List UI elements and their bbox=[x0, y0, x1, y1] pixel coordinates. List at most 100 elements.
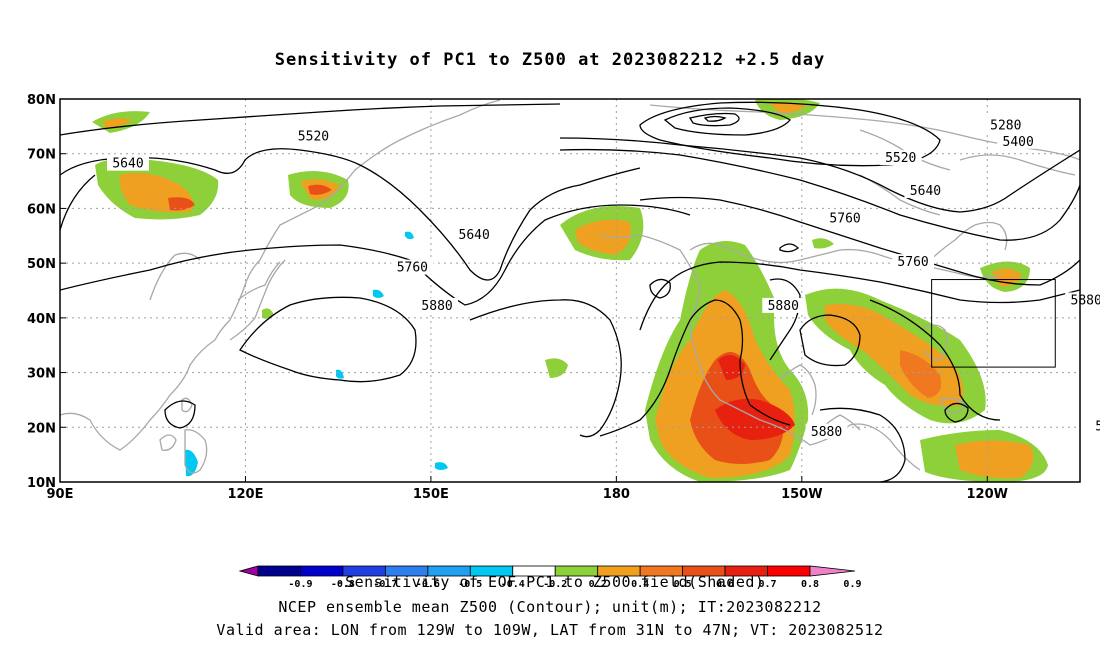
colorbar-tick-label: -0.9 bbox=[288, 579, 312, 590]
contour-label: 5760 bbox=[892, 254, 935, 270]
y-tick-label: 80N bbox=[27, 93, 56, 108]
contour-label: 5640 bbox=[904, 183, 947, 199]
contour-5640-upper bbox=[60, 174, 96, 231]
contour-5880-west bbox=[239, 296, 417, 383]
contour-label: 5760 bbox=[391, 259, 434, 276]
y-tick-label: 40N bbox=[27, 312, 56, 327]
contour-5880-high bbox=[799, 314, 861, 367]
colorbar-tick-label: 0.9 bbox=[843, 579, 861, 590]
contour-label-text: 5880 bbox=[421, 299, 452, 314]
contour-label-bg bbox=[805, 423, 848, 439]
shade-redorange bbox=[900, 350, 942, 398]
contour-5880-far-east bbox=[869, 299, 1001, 421]
y-tick-label: 50N bbox=[27, 257, 56, 272]
contour-label-text: 5400 bbox=[1003, 135, 1034, 150]
contour-label-text: 5880 bbox=[768, 299, 799, 314]
colorbar-tick-label: 0.6 bbox=[716, 579, 734, 590]
contour-label-bg bbox=[904, 183, 947, 199]
x-axis-ticks: 90E120E150E180150W120W90W60W bbox=[47, 476, 1008, 502]
y-tick-label: 10N bbox=[27, 476, 56, 491]
colorbar-tick-label: 0.5 bbox=[674, 579, 692, 590]
contour-label-bg bbox=[453, 226, 496, 242]
contour-label: 5520 bbox=[879, 150, 922, 166]
contour-labels: 5520 5640 5640 5760 5880 5280 5400 5520 5640 5760… bbox=[107, 117, 1100, 440]
colorbar-tick-label: -0.4 bbox=[501, 579, 525, 590]
contour-label-bg bbox=[997, 133, 1040, 149]
contour-label-text: 5760 bbox=[829, 211, 860, 226]
contour-label-bg bbox=[762, 297, 805, 313]
contour-5880-se bbox=[819, 407, 906, 482]
contour-label: 5400 bbox=[997, 133, 1040, 150]
contour-label-text: 5520 bbox=[885, 151, 916, 166]
shade-green bbox=[812, 238, 834, 249]
contour-label-text: 5760 bbox=[897, 255, 928, 270]
contour-low-4 bbox=[703, 115, 727, 122]
contour-label-bg bbox=[107, 155, 149, 171]
y-tick-label: 30N bbox=[27, 367, 56, 382]
contour-label-bg bbox=[416, 297, 459, 313]
z500-contours bbox=[60, 101, 1080, 482]
colorbar-tick-label: -0.8 bbox=[331, 579, 355, 590]
grid-lines bbox=[60, 99, 1080, 482]
shade-green bbox=[545, 358, 568, 378]
contour-label: 5880 bbox=[762, 297, 805, 314]
colorbar-tick-label: 0.7 bbox=[759, 579, 777, 590]
shade-red bbox=[168, 197, 195, 211]
contour-label: 5280 bbox=[984, 117, 1027, 133]
contour-low-3 bbox=[688, 112, 740, 127]
colorbar-tick-label: -0.6 bbox=[416, 579, 440, 590]
shade-cyan bbox=[336, 369, 344, 379]
y-tick-label: 70N bbox=[27, 148, 56, 163]
contour-closed-small-3 bbox=[944, 402, 969, 423]
contour-label-bg bbox=[892, 254, 935, 270]
contour-5760-ridge bbox=[639, 261, 1080, 331]
contour-5880-main bbox=[469, 299, 622, 438]
colorbar-high-triangle bbox=[809, 565, 856, 577]
contour-label: 5880 bbox=[1065, 292, 1100, 308]
colorbar-tick-label: 0.8 bbox=[801, 579, 819, 590]
contour-5400-ridge bbox=[559, 137, 1080, 213]
x-tick-label: 120W bbox=[967, 487, 1008, 502]
contour-closed-small-4 bbox=[164, 400, 196, 429]
colorbar-caption: -Sensitivity of EOF PC1 to Z500 field(Sh… bbox=[335, 573, 765, 591]
contour-label: 5520 bbox=[292, 128, 335, 144]
colorbar: -0.9 -0.8 -0.7 -0.6 -0.5 -0.4 -0.2 0.2 0.4 0.5 0.6… bbox=[238, 565, 861, 590]
y-axis-ticks: 10N 20N 30N 40N 50N 60N 70N 80N bbox=[27, 93, 66, 491]
contour-5520-ridge bbox=[559, 148, 1080, 241]
shade-cyan bbox=[435, 462, 448, 470]
contour-label: 5880 bbox=[1089, 418, 1100, 434]
contour-label-bg bbox=[391, 259, 434, 275]
shade-red bbox=[718, 355, 745, 380]
contour-closed-small-1 bbox=[649, 278, 671, 299]
x-tick-label: 150E bbox=[413, 487, 449, 502]
contour-label-text: 5640 bbox=[459, 228, 490, 243]
x-tick-label: 180 bbox=[603, 487, 630, 502]
x-tick-label: 150W bbox=[781, 487, 822, 502]
shade-cyan bbox=[405, 231, 414, 240]
shade-orange bbox=[955, 440, 1034, 479]
colorbar-tick-label: -0.5 bbox=[458, 579, 482, 590]
contour-label-text: 5520 bbox=[298, 129, 329, 144]
contour-5880-mid bbox=[599, 299, 791, 437]
contour-label: 5640 bbox=[453, 226, 496, 243]
contour-label-bg bbox=[1065, 292, 1100, 308]
shade-orange bbox=[102, 118, 132, 128]
shade-cyan bbox=[373, 289, 384, 298]
shade-cyan bbox=[185, 449, 198, 477]
contour-label-text: 5760 bbox=[397, 261, 428, 276]
contour-5520-north bbox=[60, 103, 561, 136]
contour-label-bg bbox=[1089, 418, 1100, 434]
shade-green bbox=[262, 308, 274, 319]
contour-label-bg bbox=[824, 210, 867, 226]
contour-label-bg bbox=[984, 117, 1027, 133]
contour-label: 5640 bbox=[107, 155, 149, 172]
shade-orange bbox=[575, 219, 631, 255]
contour-label: 5880 bbox=[805, 423, 848, 440]
contour-low-2 bbox=[663, 107, 791, 136]
contour-label-text: 5280 bbox=[990, 118, 1021, 133]
contour-closed-small-2 bbox=[779, 243, 799, 253]
contour-label-text: 5640 bbox=[112, 157, 143, 172]
y-tick-label: 20N bbox=[27, 421, 56, 436]
shade-red bbox=[308, 184, 332, 195]
contour-label-bg bbox=[879, 150, 922, 166]
